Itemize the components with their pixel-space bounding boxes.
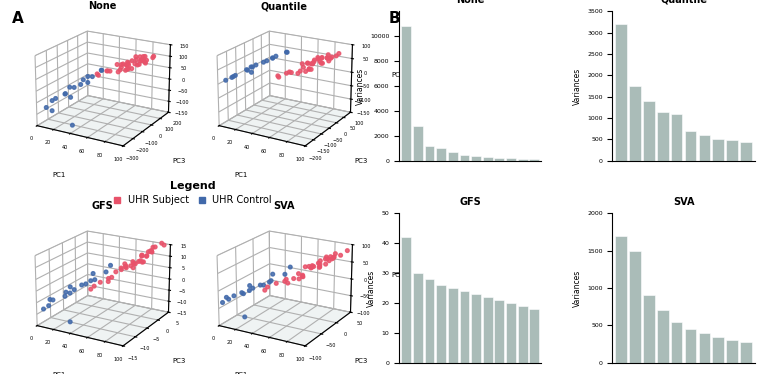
Bar [530,309,539,363]
Bar [629,251,641,363]
Bar [424,279,434,363]
Bar [448,152,458,161]
Y-axis label: Variances: Variances [367,269,376,307]
Y-axis label: PC3: PC3 [354,358,368,364]
Title: GFS: GFS [91,201,113,211]
Bar [685,329,696,363]
Bar [615,24,627,161]
Bar [629,86,641,161]
Bar [657,112,668,161]
Bar [483,297,493,363]
Bar [615,236,627,363]
Bar [726,340,738,363]
Bar [471,156,481,161]
Y-axis label: PC3: PC3 [172,158,186,164]
Bar [506,158,516,161]
Y-axis label: Variances: Variances [573,269,581,307]
Legend: UHR Subject, UHR Control: UHR Subject, UHR Control [112,179,274,208]
Bar [740,342,752,363]
Y-axis label: Variances: Variances [356,67,364,105]
Bar [530,159,539,161]
Bar [494,300,504,363]
Bar [483,157,493,161]
Bar [698,135,711,161]
Title: None: None [456,0,484,5]
Bar [517,159,527,161]
Bar [685,131,696,161]
Title: GFS: GFS [460,197,481,207]
Bar [698,333,711,363]
X-axis label: PC1: PC1 [52,372,65,374]
Bar [494,158,504,161]
Bar [671,114,682,161]
Bar [643,295,654,363]
X-axis label: PC1: PC1 [234,372,248,374]
Bar [506,303,516,363]
Bar [401,237,411,363]
Y-axis label: PC3: PC3 [172,358,186,364]
Y-axis label: Variances: Variances [573,67,581,105]
Bar [726,140,738,161]
Bar [657,310,668,363]
Title: SVA: SVA [673,197,695,207]
Bar [471,294,481,363]
Bar [437,285,446,363]
Bar [643,101,654,161]
Bar [517,306,527,363]
Bar [671,322,682,363]
Bar [740,142,752,161]
X-axis label: PC1: PC1 [52,172,65,178]
Bar [401,26,411,161]
Bar [413,273,423,363]
Title: Quantile: Quantile [260,1,307,11]
Bar [448,288,458,363]
Text: B: B [389,11,400,26]
Bar [424,146,434,161]
Text: A: A [12,11,23,26]
Title: Quantile: Quantile [660,0,707,5]
Bar [460,291,470,363]
Bar [460,154,470,161]
Title: None: None [88,1,116,11]
Title: SVA: SVA [273,201,295,211]
Bar [712,337,725,363]
Bar [712,140,725,161]
Y-axis label: PC3: PC3 [354,158,368,164]
X-axis label: PC1: PC1 [234,172,248,178]
Bar [437,148,446,161]
Bar [413,126,423,161]
